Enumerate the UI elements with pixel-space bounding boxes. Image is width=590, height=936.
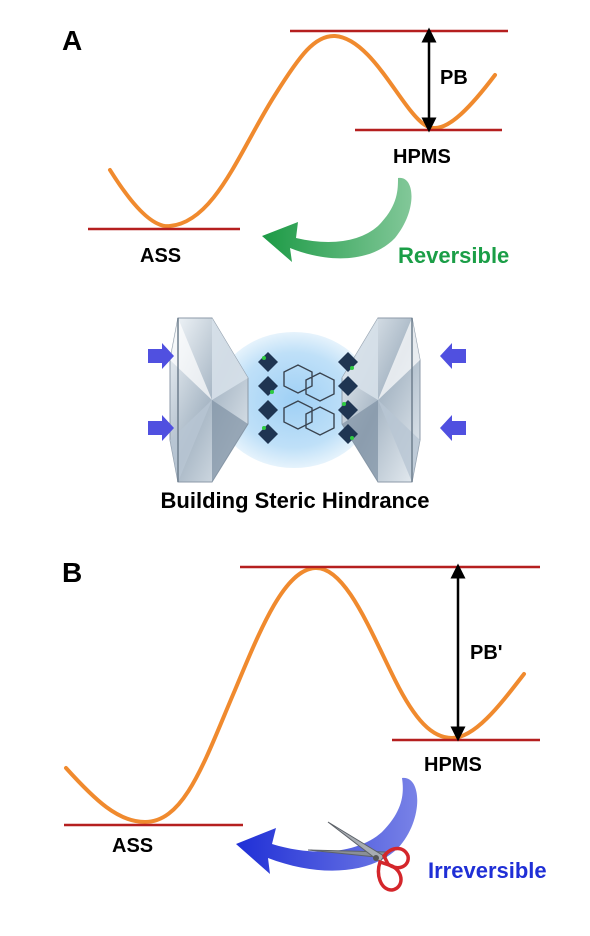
panel-b-ground-label: ASS <box>112 835 153 857</box>
right-diamond-anvil <box>341 317 421 483</box>
press-arrow-left-bottom <box>148 415 174 441</box>
panel-a-transition-label: Reversible <box>398 243 509 268</box>
panel-b: B PB' HPMS ASS Irreversible <box>62 557 547 892</box>
panel-a-barrier-label: PB <box>440 67 468 89</box>
panel-a: A PB HPMS ASS Reversible <box>62 25 509 268</box>
molecular-framework <box>258 352 358 444</box>
left-diamond-anvil <box>169 317 249 483</box>
panel-b-metastable-label: HPMS <box>424 754 482 776</box>
molecular-glow <box>214 332 374 468</box>
center-caption: Building Steric Hindrance <box>161 488 430 513</box>
panel-a-metastable-label: HPMS <box>393 146 451 168</box>
panel-b-letter: B <box>62 557 82 588</box>
press-arrow-right-top <box>440 343 466 369</box>
panel-b-energy-curve <box>64 565 526 825</box>
panel-a-letter: A <box>62 25 82 56</box>
panel-b-barrier-label: PB' <box>470 642 503 664</box>
steric-hindrance-illustration: Building Steric Hindrance <box>148 317 466 513</box>
panel-b-transition-label: Irreversible <box>428 858 547 883</box>
panel-a-reversible-arrow <box>262 177 412 262</box>
panel-a-ground-label: ASS <box>140 245 181 267</box>
press-arrow-right-bottom <box>440 415 466 441</box>
panel-b-irreversible-arrow <box>236 777 418 874</box>
scissors-icon <box>307 821 410 892</box>
press-arrow-left-top <box>148 343 174 369</box>
